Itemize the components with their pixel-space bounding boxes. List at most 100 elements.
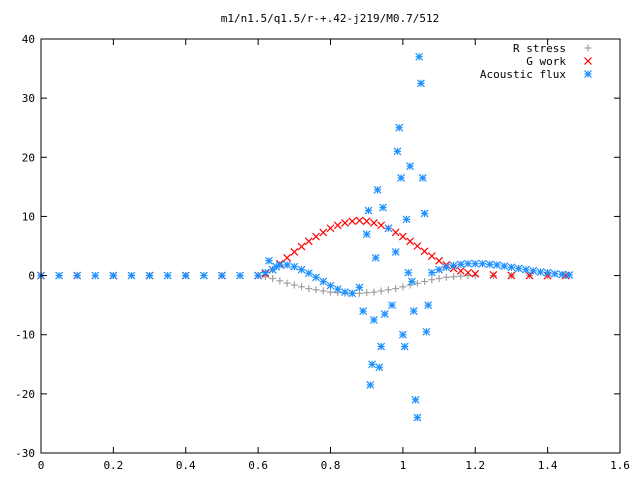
- data-point: [442, 263, 451, 272]
- data-point: [305, 285, 313, 293]
- data-point: [413, 242, 422, 250]
- data-point: [422, 327, 431, 336]
- y-tick-label: -20: [15, 388, 35, 401]
- data-point: [341, 219, 349, 227]
- data-point: [489, 271, 498, 279]
- data-point: [298, 283, 306, 291]
- data-point: [543, 268, 552, 277]
- data-point: [565, 271, 574, 279]
- data-point: [370, 219, 378, 227]
- x-tick-label: 1.2: [465, 459, 485, 472]
- data-point: [109, 271, 118, 280]
- y-tick-label: 20: [22, 151, 35, 164]
- data-point: [370, 288, 378, 296]
- legend-marker: [584, 57, 592, 65]
- data-point: [464, 259, 472, 268]
- data-point: [397, 174, 405, 182]
- data-point: [415, 52, 424, 61]
- data-point: [421, 277, 429, 285]
- data-point: [536, 268, 545, 276]
- data-point: [388, 301, 396, 310]
- data-point: [377, 221, 386, 230]
- data-point: [363, 289, 371, 297]
- data-point: [424, 301, 433, 310]
- data-point: [375, 363, 384, 372]
- data-point: [384, 286, 392, 294]
- data-point: [406, 162, 415, 171]
- data-point: [409, 307, 418, 315]
- data-point: [312, 286, 320, 294]
- data-point: [377, 342, 386, 351]
- data-point: [456, 266, 465, 275]
- x-tick-label: 0.6: [248, 459, 268, 472]
- data-point: [420, 247, 429, 256]
- data-point: [393, 147, 402, 156]
- legend-label: G work: [526, 55, 566, 68]
- data-point: [521, 265, 530, 274]
- chart-title: m1/n1.5/q1.5/r-+.42-j219/M0.7/512: [221, 12, 440, 25]
- data-point: [373, 185, 382, 194]
- data-point: [398, 232, 407, 241]
- x-tick-label: 1.6: [610, 459, 630, 472]
- data-point: [91, 271, 100, 280]
- data-point: [427, 252, 436, 260]
- y-tick-label: 30: [22, 92, 35, 105]
- data-point: [391, 247, 400, 256]
- data-point: [471, 269, 480, 278]
- data-point: [418, 174, 427, 182]
- data-point: [413, 279, 421, 287]
- x-tick-label: 0.2: [103, 459, 123, 472]
- data-point: [283, 253, 291, 262]
- data-point: [402, 215, 411, 224]
- y-tick-label: -30: [15, 447, 35, 460]
- y-tick-label: -10: [15, 329, 35, 342]
- data-point: [275, 261, 284, 269]
- data-point: [529, 266, 538, 275]
- data-point: [276, 277, 284, 285]
- data-point: [362, 217, 371, 226]
- y-tick-label: 0: [28, 270, 35, 283]
- data-point: [417, 79, 425, 88]
- data-point: [493, 261, 501, 269]
- data-point: [449, 261, 458, 270]
- data-point: [254, 271, 263, 280]
- data-point: [435, 256, 443, 265]
- data-point: [400, 342, 409, 351]
- data-point: [464, 268, 472, 277]
- data-point: [145, 271, 154, 280]
- data-point: [370, 316, 378, 324]
- data-point: [261, 268, 270, 277]
- plot-area: [37, 52, 574, 422]
- data-point: [333, 285, 342, 294]
- data-point: [327, 288, 334, 296]
- data-point: [399, 283, 407, 291]
- data-point: [368, 360, 377, 369]
- data-point: [348, 289, 357, 298]
- data-point: [304, 269, 313, 278]
- data-point: [450, 273, 458, 281]
- data-point: [457, 272, 465, 280]
- data-point: [181, 271, 190, 280]
- data-point: [333, 221, 342, 230]
- data-point: [411, 395, 420, 404]
- data-point: [406, 237, 415, 246]
- data-point: [163, 271, 172, 280]
- data-point: [392, 285, 400, 293]
- data-point: [283, 261, 291, 269]
- data-point: [348, 217, 357, 226]
- data-point: [478, 259, 487, 268]
- data-point: [398, 330, 407, 339]
- data-point: [326, 281, 335, 290]
- data-point: [297, 265, 306, 274]
- data-point: [364, 206, 373, 215]
- data-point: [485, 260, 494, 269]
- x-tick-label: 0.4: [176, 459, 196, 472]
- data-point: [420, 209, 429, 218]
- data-point: [312, 273, 320, 282]
- data-point: [290, 262, 299, 271]
- data-point: [500, 262, 509, 271]
- x-tick-label: 0.8: [321, 459, 341, 472]
- data-point: [319, 228, 328, 237]
